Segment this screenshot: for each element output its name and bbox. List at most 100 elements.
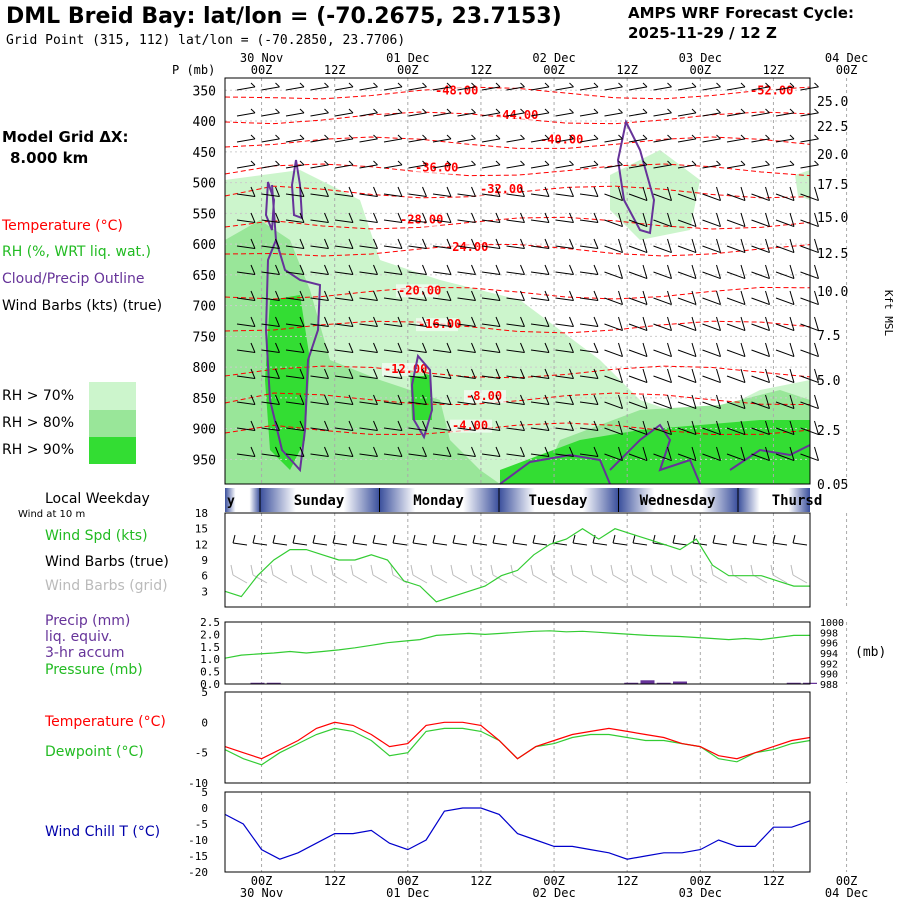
temperature-contour-label: -8.00 <box>466 389 502 403</box>
wind-barb-shaft <box>677 245 697 254</box>
wind-barb-flag <box>814 108 819 114</box>
wind-barb-shaft <box>751 245 770 254</box>
wind-barb-shaft <box>506 164 525 169</box>
wind-barb-flag <box>814 420 819 435</box>
wind-barb-shaft <box>457 219 476 224</box>
wind-barb-flag <box>299 316 305 327</box>
wind-barb-flag <box>789 134 795 140</box>
wind-barb-flag <box>275 342 280 353</box>
wind-barb-shaft <box>653 271 672 280</box>
cloud-outline-left <box>264 184 322 473</box>
wind-barb-shaft <box>775 245 795 254</box>
weekday-cell <box>379 488 499 512</box>
wind-barb-shaft <box>751 164 770 169</box>
wind-barb-shaft <box>628 138 648 143</box>
wind-barb-shaft <box>751 427 770 436</box>
wind-barb-flag <box>618 368 623 383</box>
wind-barb-flag <box>789 342 795 357</box>
wind-barb-flag <box>642 446 648 461</box>
temperature-contour-label: -16.00 <box>418 317 461 331</box>
wind-barb-shaft <box>506 297 525 302</box>
wind-barb-shaft <box>359 86 378 91</box>
wind-barb-flag <box>495 186 501 197</box>
temperature-contour <box>224 286 811 300</box>
wind-barb-flag <box>520 160 525 166</box>
wind-barb-flag <box>471 186 476 197</box>
wind-barb-flag <box>397 394 403 405</box>
wind-barb-flag <box>667 186 672 201</box>
grid-wind-barb <box>692 574 708 584</box>
wind-barb-shaft <box>310 86 329 91</box>
wind-barb-shaft <box>432 349 452 354</box>
temperature-line <box>224 721 811 760</box>
wind-barb-flag <box>250 290 256 301</box>
wind-barb-flag <box>446 342 452 353</box>
wind-barb-shaft <box>530 349 550 354</box>
wind-barb-shaft <box>530 193 550 198</box>
temp-label-bg <box>748 84 790 98</box>
wind-barb-flag <box>569 394 574 405</box>
wind-barb-flag <box>642 316 648 331</box>
wind-barb-flag <box>373 342 378 353</box>
grid-wind-barb-flag <box>470 564 474 576</box>
temperature-contour-label: -40.00 <box>540 133 583 147</box>
top-time-tick: 12Z <box>324 63 346 77</box>
wind-barb-shaft <box>530 219 550 224</box>
wind-barb-flag <box>569 134 574 140</box>
wind-speed-tick: 3 <box>201 585 208 598</box>
wind-barb-flag <box>593 134 599 140</box>
wind-barb-flag <box>667 212 672 227</box>
true-wind-barb-flag <box>572 534 576 544</box>
wind-barb-flag <box>299 264 305 275</box>
wind-barb-flag <box>348 446 354 457</box>
true-wind-barb <box>772 542 788 546</box>
wind-barb-shaft <box>310 164 329 169</box>
wind-barb-flag <box>691 446 697 461</box>
true-wind-barb-flag <box>332 534 336 544</box>
wind-barb-shaft <box>555 375 574 380</box>
wind-barb-shaft <box>408 375 427 380</box>
wind-barb-flag <box>691 316 697 331</box>
wind-barb-shaft <box>334 453 354 458</box>
wind-barb-flag <box>667 368 672 383</box>
wind-barbs-true-label: Wind Barbs (true) <box>45 554 169 570</box>
wind-barb-shaft <box>432 401 452 406</box>
wind-barb-shaft <box>408 193 427 198</box>
wind-barb-flag <box>642 238 648 253</box>
wind-barb-flag <box>495 82 501 88</box>
temperature-contour-label: -52.00 <box>750 83 793 97</box>
true-wind-barb <box>732 542 748 546</box>
wind-barb-shaft <box>236 375 256 380</box>
wind-speed-tick: 6 <box>201 570 208 583</box>
wind-barb-flag <box>765 108 770 114</box>
grid-wind-barb <box>712 574 728 584</box>
wind-barb-flag <box>716 238 721 253</box>
bottom-time-tick: 00Z <box>251 874 273 888</box>
wind-barb-shaft <box>432 297 452 302</box>
wind-barb-shaft <box>457 164 476 169</box>
wind-barb-flag <box>569 290 574 301</box>
wind-barb-flag <box>765 82 770 88</box>
wind-barb-flag <box>422 108 427 114</box>
wind-barb-shaft <box>236 219 256 224</box>
wind-barb-shaft <box>236 297 256 302</box>
wind-barb-flag <box>789 238 795 253</box>
wind-barb-shaft <box>628 112 648 117</box>
temperature-contour <box>224 216 811 230</box>
precip-label-2: liq. equiv. <box>45 629 113 645</box>
wind-barb-flag <box>471 212 476 223</box>
true-wind-barb-flag <box>732 534 736 544</box>
wind-barb-flag <box>765 186 770 201</box>
wind-barb-flag <box>495 134 501 140</box>
wind-barb-flag <box>348 186 354 197</box>
wind-barb-shaft <box>432 375 452 380</box>
wind-barb-shaft <box>432 164 452 169</box>
wind-barb-shaft <box>261 427 280 432</box>
wind-barb-flag <box>642 342 648 357</box>
wind-barb-shaft <box>677 297 697 306</box>
wind-barb-shaft <box>457 323 476 328</box>
top-time-tick: 00Z <box>543 63 565 77</box>
legend-temperature: Temperature (°C) <box>2 218 123 234</box>
top-date-tick: 30 Nov <box>240 51 283 65</box>
wind-barb-shaft <box>579 453 599 458</box>
